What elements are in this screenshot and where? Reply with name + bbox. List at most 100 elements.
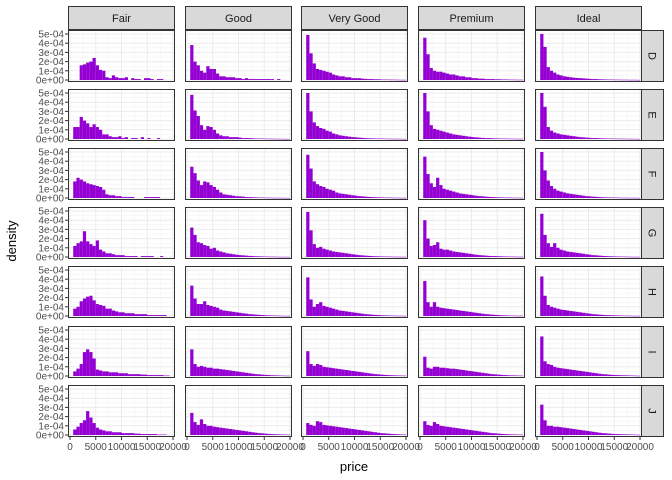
histogram-bar <box>546 425 550 435</box>
histogram-bar <box>206 182 210 198</box>
histogram-bar <box>257 433 262 435</box>
histogram-bar <box>134 374 138 376</box>
y-tick-label: 5e-04 <box>38 148 64 159</box>
histogram-bar <box>108 308 112 316</box>
panel-H-fair <box>68 266 175 318</box>
histogram-bar <box>338 427 342 435</box>
x-tick-label: 5000 <box>85 442 108 453</box>
histogram-bar <box>134 138 138 139</box>
strip-D: D <box>641 30 664 82</box>
panel-border <box>418 148 525 200</box>
histogram-bar <box>477 137 482 139</box>
histogram-bar <box>248 431 252 435</box>
histogram-bar <box>244 197 249 198</box>
histogram-bar <box>636 375 640 377</box>
histogram-bar <box>633 197 637 199</box>
histogram-bar <box>270 138 274 140</box>
histogram-bar <box>364 255 368 257</box>
histogram-bar <box>598 197 602 198</box>
histogram-bar <box>89 127 93 139</box>
histogram-bar <box>380 197 384 198</box>
histogram-bar <box>494 314 498 316</box>
histogram-bar <box>319 422 323 435</box>
strip-label: E <box>646 111 658 118</box>
histogram-bar <box>426 54 430 80</box>
histogram-bar <box>102 371 106 376</box>
histogram-bar <box>222 369 226 376</box>
histogram-bar <box>82 231 87 257</box>
histogram-bar <box>364 314 368 316</box>
histogram-bar <box>228 429 233 435</box>
histogram-bar <box>163 434 167 436</box>
histogram-bar <box>219 192 223 198</box>
strip-premium: Premium <box>418 6 525 30</box>
histogram-bar <box>73 181 77 198</box>
histogram-bar <box>364 78 368 80</box>
histogram-bar <box>598 79 602 80</box>
histogram-bar <box>503 138 507 140</box>
histogram-bar <box>306 154 310 198</box>
histogram-bar <box>471 371 475 376</box>
histogram-bar <box>306 423 310 435</box>
histogram-bar <box>549 186 554 198</box>
histogram-bar <box>232 370 236 376</box>
histogram-bar <box>199 365 204 376</box>
histogram-bar <box>497 433 501 435</box>
histogram-bar <box>102 134 106 139</box>
histogram-bar <box>465 311 469 316</box>
histogram-bar <box>118 312 122 316</box>
histogram-bar <box>190 285 194 316</box>
histogram-bar <box>468 311 472 316</box>
panel-border <box>185 266 292 318</box>
y-tick-label: 1e-04 <box>38 421 64 432</box>
histogram-bar <box>156 79 161 80</box>
histogram-bar <box>598 255 602 257</box>
histogram-bar <box>429 68 433 80</box>
histogram-bar <box>367 196 371 198</box>
histogram-bar <box>199 243 204 257</box>
histogram-bar <box>575 311 579 316</box>
histogram-bar <box>458 428 462 435</box>
histogram-bar <box>455 251 459 257</box>
histogram-bar <box>516 375 520 377</box>
histogram-bar <box>124 373 128 376</box>
histogram-bar <box>604 79 608 80</box>
x-tick-label: 20000 <box>276 442 304 453</box>
histogram-bar <box>251 432 255 435</box>
histogram-bar <box>578 137 583 139</box>
histogram-bar <box>360 430 365 435</box>
histogram-bar <box>286 256 290 258</box>
histogram-bar <box>623 256 628 258</box>
histogram-bar <box>591 372 595 376</box>
histogram-bar <box>193 298 197 316</box>
histogram-bar <box>439 248 443 257</box>
histogram-bar <box>553 132 557 139</box>
histogram-bar <box>348 194 352 198</box>
histogram-bar <box>360 196 365 198</box>
histogram-bar <box>131 313 135 316</box>
strip-background <box>641 266 664 318</box>
histogram-bar <box>328 307 332 316</box>
y-tick-label: 3e-04 <box>38 284 64 295</box>
histogram-bar <box>150 434 154 435</box>
panel-border <box>185 326 292 378</box>
histogram-bar <box>105 308 109 316</box>
histogram-bar <box>315 126 320 139</box>
histogram-bar <box>396 197 400 199</box>
histogram-bar <box>540 276 544 316</box>
histogram-bar <box>503 197 507 199</box>
histogram-bar <box>147 256 151 257</box>
histogram-bar <box>264 433 268 435</box>
histogram-bar <box>124 256 128 257</box>
histogram-bar <box>206 425 210 435</box>
histogram-bar <box>494 433 498 435</box>
histogram-bar <box>630 79 634 81</box>
histogram-bar <box>241 430 245 435</box>
histogram-bar <box>264 315 268 316</box>
histogram-bar <box>331 251 336 257</box>
histogram-bar <box>604 256 608 257</box>
histogram-bar <box>591 79 595 80</box>
strip-G: G <box>641 207 664 259</box>
histogram-bar <box>341 76 345 80</box>
histogram-bar <box>273 375 278 376</box>
